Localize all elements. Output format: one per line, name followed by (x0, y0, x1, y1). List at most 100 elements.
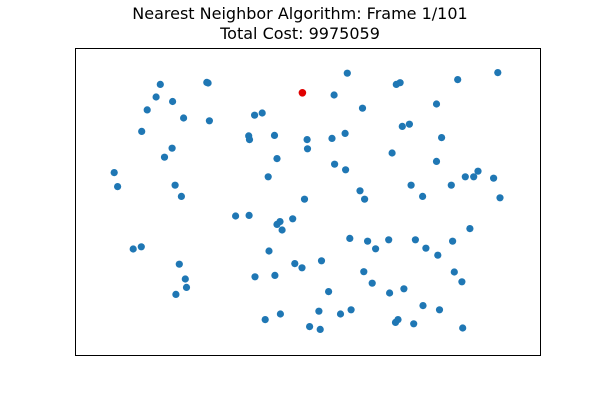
city-point-15 (258, 109, 266, 117)
city-point-95 (419, 302, 427, 310)
city-point-10 (169, 97, 177, 106)
city-point-35 (114, 183, 122, 191)
city-point-75 (411, 236, 419, 244)
city-point-37 (177, 192, 185, 200)
city-point-77 (434, 251, 442, 259)
city-point-52 (232, 212, 240, 220)
city-point-21 (160, 153, 169, 161)
city-point-66 (251, 273, 259, 281)
city-point-6 (396, 79, 404, 87)
city-point-24 (270, 131, 279, 139)
city-point-59 (129, 245, 137, 253)
city-point-86 (325, 288, 333, 296)
city-point-41 (342, 166, 350, 174)
city-point-14 (251, 111, 259, 119)
city-point-97 (459, 324, 467, 332)
chart-subtitle-total-cost: Total Cost: 9975059 (220, 24, 380, 43)
plot-frame (75, 48, 541, 356)
city-point-19 (138, 127, 146, 135)
city-point-54 (278, 226, 286, 234)
city-point-91 (347, 306, 355, 314)
city-point-28 (341, 129, 349, 137)
city-point-49 (474, 167, 482, 175)
city-point-89 (315, 307, 323, 315)
city-point-47 (461, 173, 469, 181)
city-point-36 (171, 181, 179, 189)
city-point-25 (303, 136, 311, 144)
city-point-85 (458, 278, 466, 286)
city-point-87 (261, 316, 269, 324)
city-point-13 (205, 117, 213, 125)
city-point-46 (447, 181, 455, 189)
city-point-64 (172, 290, 180, 298)
city-point-98 (306, 323, 314, 331)
city-point-94 (410, 320, 418, 328)
city-point-81 (368, 279, 376, 287)
city-point-83 (400, 285, 408, 293)
city-point-58 (300, 195, 309, 203)
current-city-point (298, 89, 307, 97)
city-point-65 (265, 247, 273, 255)
city-point-80 (360, 268, 368, 276)
city-point-4 (343, 69, 351, 77)
city-point-42 (356, 187, 364, 195)
city-point-90 (336, 310, 345, 318)
city-point-12 (180, 114, 188, 122)
city-point-17 (358, 104, 367, 112)
city-point-38 (273, 155, 281, 163)
city-point-68 (291, 260, 299, 268)
city-point-51 (496, 194, 504, 202)
city-point-79 (466, 225, 474, 233)
city-point-16 (330, 91, 338, 99)
city-point-43 (361, 195, 369, 203)
city-point-99 (316, 325, 324, 333)
city-point-71 (346, 234, 354, 242)
city-point-60 (137, 243, 145, 251)
chart-title-line-1: Nearest Neighbor Algorithm: Frame 1/101 (132, 4, 468, 23)
city-point-69 (298, 264, 306, 272)
city-point-34 (110, 169, 118, 177)
city-point-7 (454, 76, 462, 84)
city-point-3 (204, 79, 212, 87)
city-point-78 (449, 237, 457, 245)
city-point-48 (470, 173, 478, 181)
city-point-76 (422, 244, 430, 252)
city-point-31 (438, 134, 446, 142)
city-point-27 (328, 134, 336, 142)
city-point-29 (398, 122, 406, 130)
city-point-30 (405, 120, 413, 128)
city-point-73 (372, 245, 380, 253)
city-point-82 (386, 289, 394, 297)
city-point-33 (432, 157, 441, 165)
city-point-8 (494, 69, 502, 77)
city-point-56 (276, 218, 284, 226)
city-point-96 (435, 306, 444, 314)
city-point-72 (364, 237, 372, 245)
city-point-84 (450, 268, 458, 276)
points-layer (110, 69, 504, 333)
city-point-62 (181, 275, 189, 283)
city-point-57 (289, 215, 297, 223)
city-point-45 (419, 192, 427, 200)
city-point-70 (317, 257, 326, 265)
city-point-26 (303, 145, 312, 153)
city-point-74 (385, 236, 393, 244)
city-point-23 (245, 136, 254, 144)
city-point-9 (152, 93, 160, 101)
city-point-20 (168, 144, 176, 152)
chart-title: Nearest Neighbor Algorithm: Frame 1/101 … (0, 4, 600, 44)
city-point-40 (331, 160, 339, 168)
city-point-44 (407, 181, 415, 189)
city-point-93 (394, 316, 402, 324)
city-point-88 (276, 310, 284, 318)
city-point-11 (143, 106, 151, 114)
city-point-67 (271, 271, 279, 279)
city-point-61 (175, 260, 183, 268)
city-point-32 (388, 149, 396, 157)
city-point-1 (156, 80, 164, 88)
city-point-50 (490, 174, 498, 182)
city-point-53 (245, 211, 253, 219)
city-point-63 (182, 283, 191, 291)
city-point-18 (432, 100, 441, 108)
